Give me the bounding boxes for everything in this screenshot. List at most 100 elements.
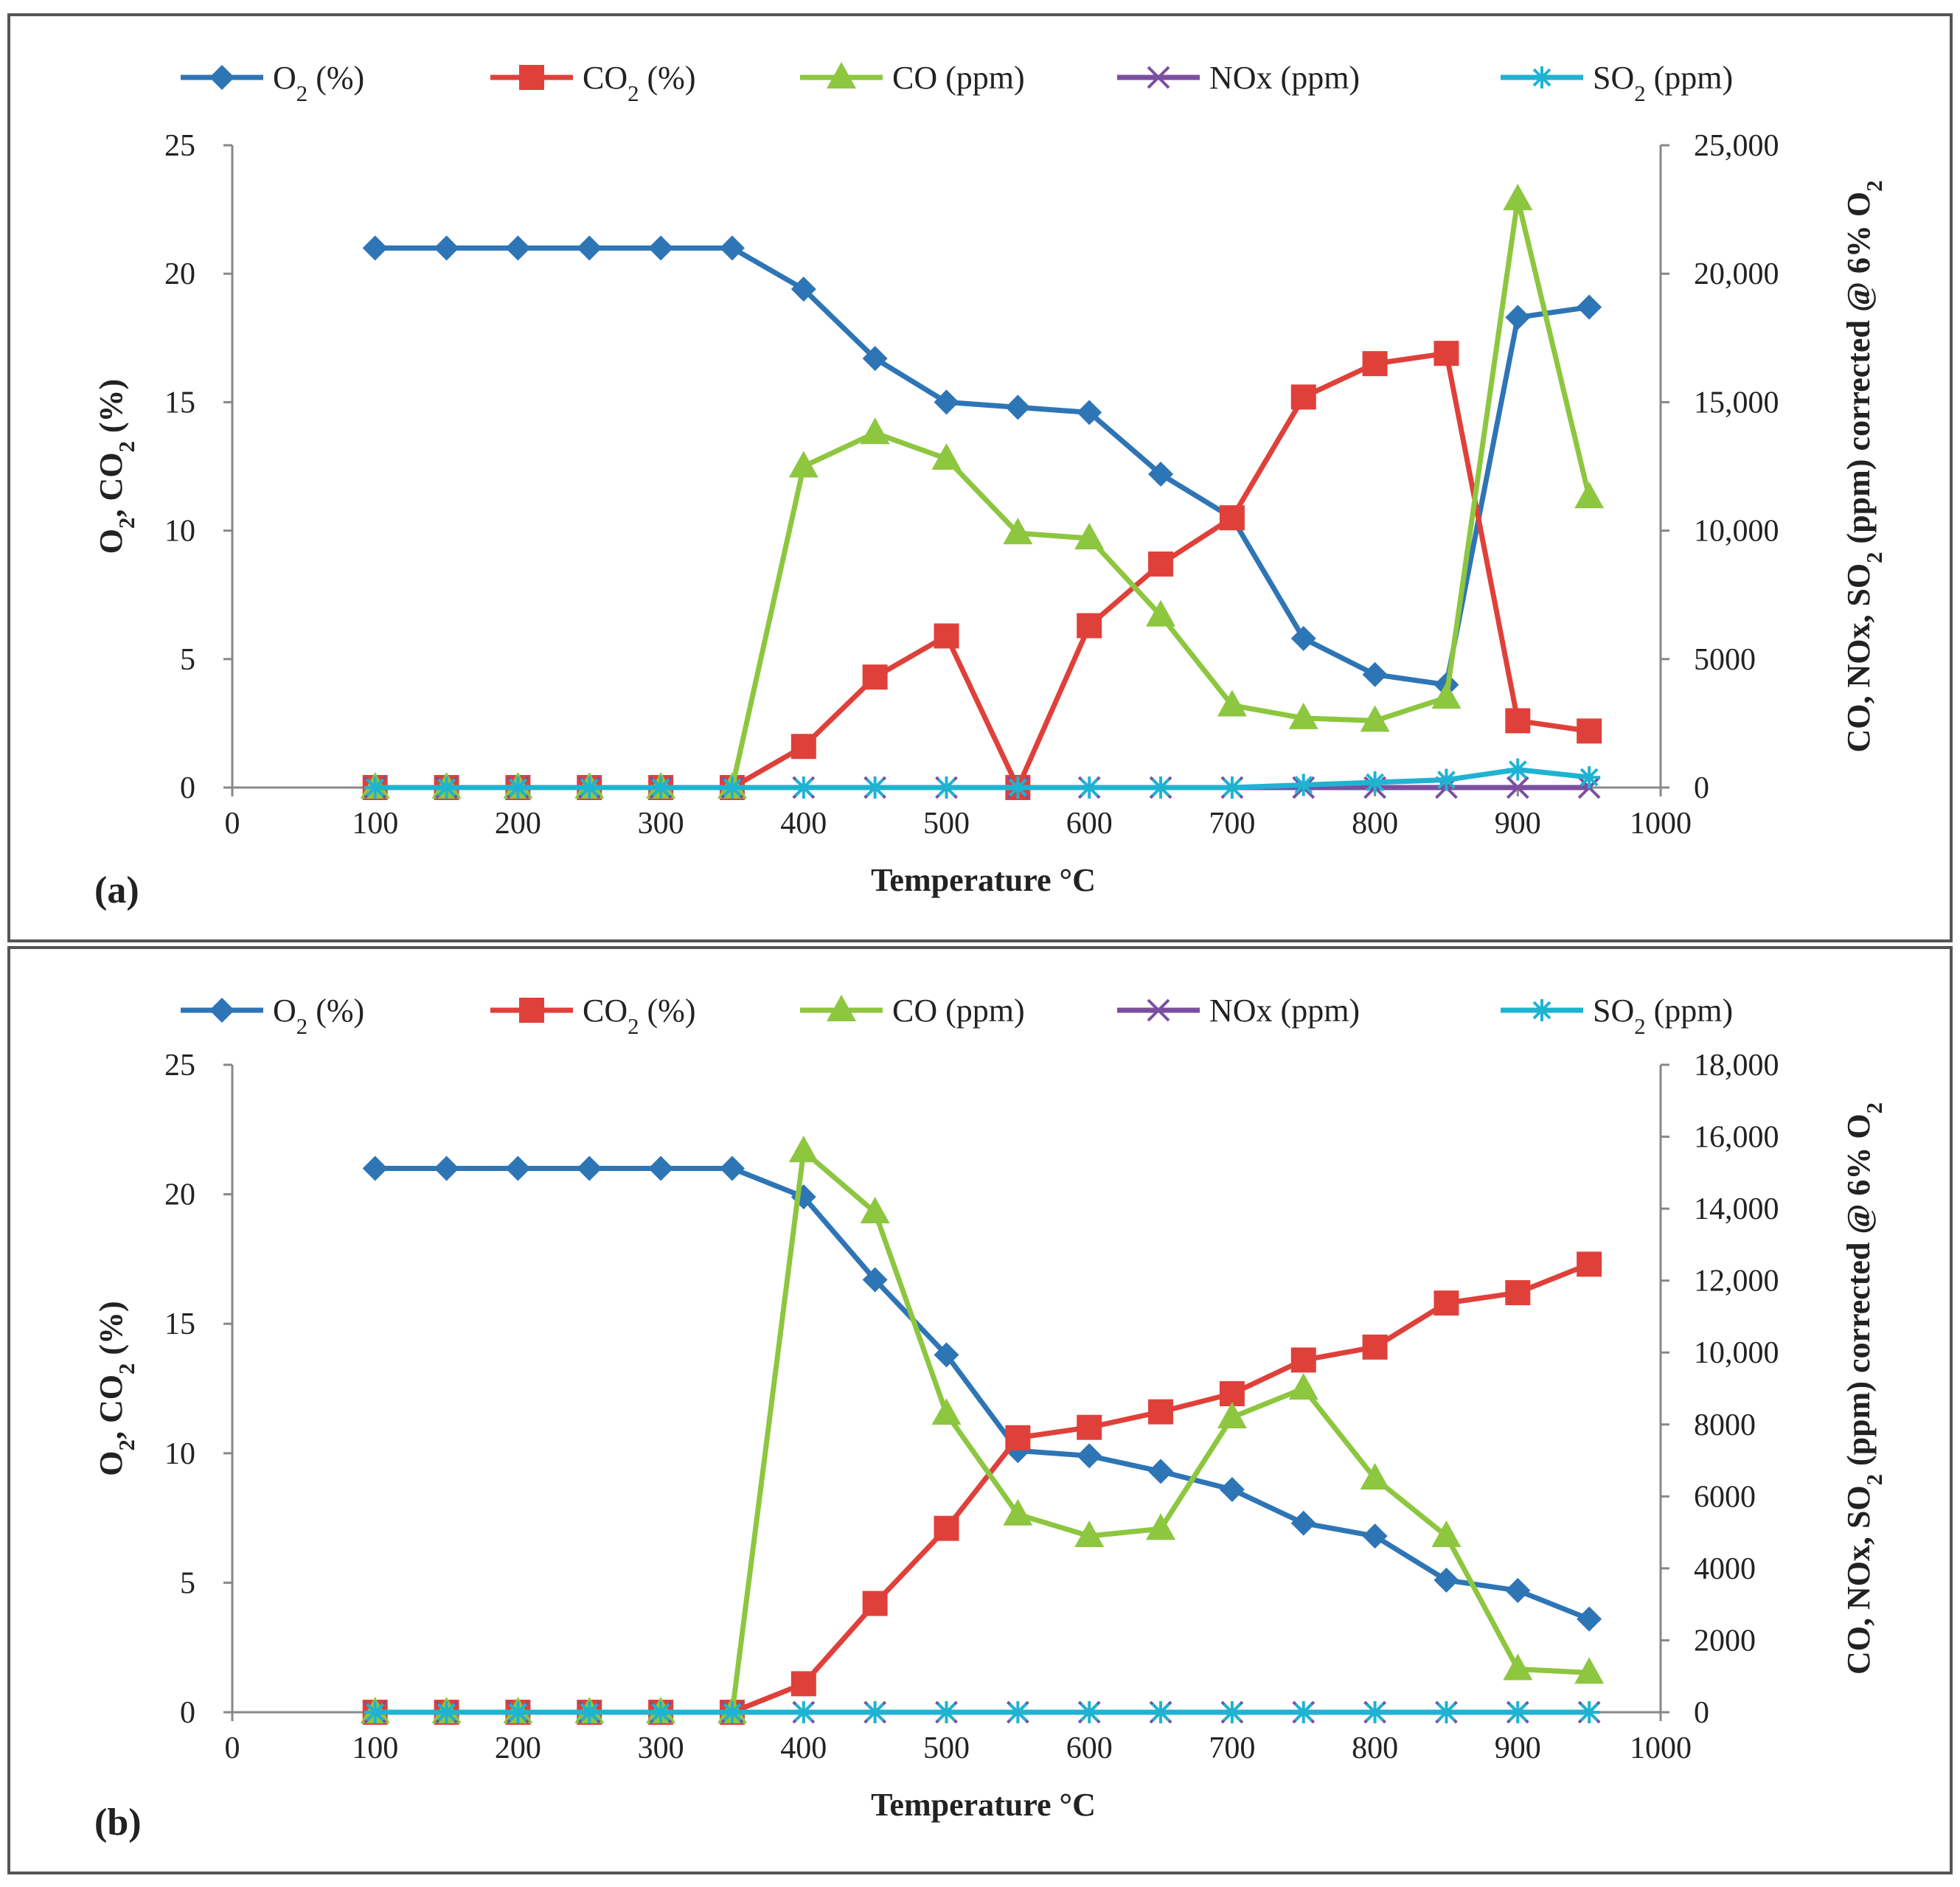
data-point-so2 xyxy=(792,776,815,799)
data-point-co xyxy=(1074,523,1105,550)
legend-marker-co xyxy=(827,995,856,1021)
data-point-co xyxy=(1431,1520,1462,1547)
y-right-tick-label: 0 xyxy=(1694,1696,1709,1730)
y-left-axis-title: O2, CO2 (%) xyxy=(93,1301,139,1476)
x-tick-label: 100 xyxy=(352,807,398,841)
series-line-o2 xyxy=(375,245,1590,688)
legend-label-co2: CO2 (%) xyxy=(583,993,696,1039)
x-axis-title: Temperature °C xyxy=(871,862,1096,898)
data-point-so2 xyxy=(1435,1701,1458,1723)
y-left-tick-label: 15 xyxy=(164,1307,195,1341)
x-tick-label: 500 xyxy=(923,807,970,841)
panel-a: O2 (%) CO2 (%) CO (ppm) NOx (ppm) SO2 (ppm) 0… xyxy=(7,13,1953,942)
y-right-tick-label: 25,000 xyxy=(1694,129,1779,163)
series-line-o2 xyxy=(375,1165,1591,1622)
data-point-co xyxy=(1574,1657,1605,1684)
legend-label-nox: NOx (ppm) xyxy=(1209,993,1360,1029)
x-axis-title: Temperature °C xyxy=(871,1787,1096,1823)
data-point-co xyxy=(1146,1513,1176,1540)
data-point-o2 xyxy=(648,1156,674,1181)
data-point-o2 xyxy=(1077,1443,1102,1469)
data-point-o2 xyxy=(1290,1510,1316,1536)
data-point-co xyxy=(1003,1498,1033,1526)
data-point-o2 xyxy=(934,1342,959,1368)
data-point-co2 xyxy=(862,664,888,690)
y-left-tick-label: 20 xyxy=(164,1178,195,1212)
data-point-o2 xyxy=(648,235,674,261)
panel-b: O2 (%) CO2 (%) CO (ppm) NOx (ppm) SO2 (ppm) 0… xyxy=(7,946,1953,1874)
data-point-o2 xyxy=(1577,1606,1602,1632)
data-point-so2 xyxy=(863,776,886,799)
data-point-o2 xyxy=(505,1156,531,1181)
data-point-o2 xyxy=(1005,395,1031,420)
data-point-so2 xyxy=(1150,776,1172,799)
y-left-tick-label: 25 xyxy=(164,1049,195,1082)
y-right-tick-label: 6000 xyxy=(1694,1480,1756,1514)
y-right-tick-label: 15,000 xyxy=(1694,386,1779,420)
data-point-o2 xyxy=(862,346,888,372)
data-point-co xyxy=(788,451,819,478)
data-point-co2 xyxy=(1077,613,1102,639)
data-point-co2 xyxy=(1005,1425,1031,1450)
data-point-o2 xyxy=(577,1156,602,1181)
data-point-so2 xyxy=(720,1701,743,1723)
y-left-tick-label: 25 xyxy=(164,129,195,163)
x-tick-label: 900 xyxy=(1495,1731,1541,1765)
data-point-o2 xyxy=(719,1156,745,1181)
data-point-o2 xyxy=(1362,661,1388,687)
data-point-so2 xyxy=(507,1701,529,1723)
x-tick-label: 1000 xyxy=(1630,807,1692,841)
data-point-so2 xyxy=(1150,1701,1172,1723)
legend-label-nox: NOx (ppm) xyxy=(1209,60,1360,96)
data-point-so2 xyxy=(1220,1701,1243,1723)
panel-frame xyxy=(7,13,1953,942)
data-point-co2 xyxy=(1362,1334,1388,1360)
y-right-tick-label: 5000 xyxy=(1694,643,1756,677)
data-point-co2 xyxy=(1148,551,1174,577)
data-point-o2 xyxy=(1433,1567,1459,1593)
panel-label: (b) xyxy=(94,1801,142,1843)
y-right-tick-label: 20,000 xyxy=(1694,257,1779,291)
data-point-so2 xyxy=(792,1701,815,1723)
x-tick-label: 400 xyxy=(780,807,827,841)
x-tick-label: 1000 xyxy=(1630,1731,1692,1765)
data-point-co2 xyxy=(1362,351,1388,377)
data-point-co2 xyxy=(790,734,816,760)
x-tick-label: 600 xyxy=(1066,1731,1113,1765)
data-point-so2 xyxy=(1007,1701,1029,1723)
x-tick-label: 200 xyxy=(495,1731,541,1765)
data-point-co2 xyxy=(1505,1280,1531,1306)
data-point-co xyxy=(1503,1653,1533,1681)
data-point-o2 xyxy=(1290,625,1316,651)
data-point-co2 xyxy=(1433,341,1459,366)
data-point-o2 xyxy=(362,235,388,261)
data-point-o2 xyxy=(862,1267,888,1293)
data-point-so2 xyxy=(1007,776,1029,799)
y-right-axis-title: CO, NOx, SO2 (ppm) corrected @ 6% O2 xyxy=(1841,1102,1887,1675)
legend-label-co: CO (ppm) xyxy=(892,993,1025,1029)
data-point-nox xyxy=(1506,776,1529,799)
data-point-so2 xyxy=(364,1701,386,1723)
data-point-so2 xyxy=(650,1701,673,1723)
data-point-co xyxy=(1503,184,1533,211)
y-right-tick-label: 4000 xyxy=(1694,1552,1756,1586)
data-point-co2 xyxy=(1577,1251,1602,1277)
x-tick-label: 700 xyxy=(1209,1731,1255,1765)
series-line-co xyxy=(375,1148,1590,1715)
data-point-co xyxy=(1574,482,1605,509)
data-point-co2 xyxy=(1290,1347,1316,1373)
y-right-axis-title: CO, NOx, SO2 (ppm) corrected @ 6% O2 xyxy=(1841,180,1887,752)
x-tick-label: 800 xyxy=(1352,1731,1398,1765)
data-point-so2 xyxy=(1578,1701,1601,1723)
data-point-co2 xyxy=(790,1671,816,1697)
data-point-co xyxy=(860,417,890,445)
x-tick-label: 400 xyxy=(780,1731,827,1765)
data-point-so2 xyxy=(1078,1701,1101,1723)
legend-marker-nox xyxy=(1147,998,1170,1022)
data-point-so2 xyxy=(720,776,743,799)
data-point-so2 xyxy=(1292,774,1315,796)
x-tick-label: 900 xyxy=(1495,807,1541,841)
data-point-o2 xyxy=(1505,1577,1531,1603)
data-point-o2 xyxy=(505,235,531,261)
